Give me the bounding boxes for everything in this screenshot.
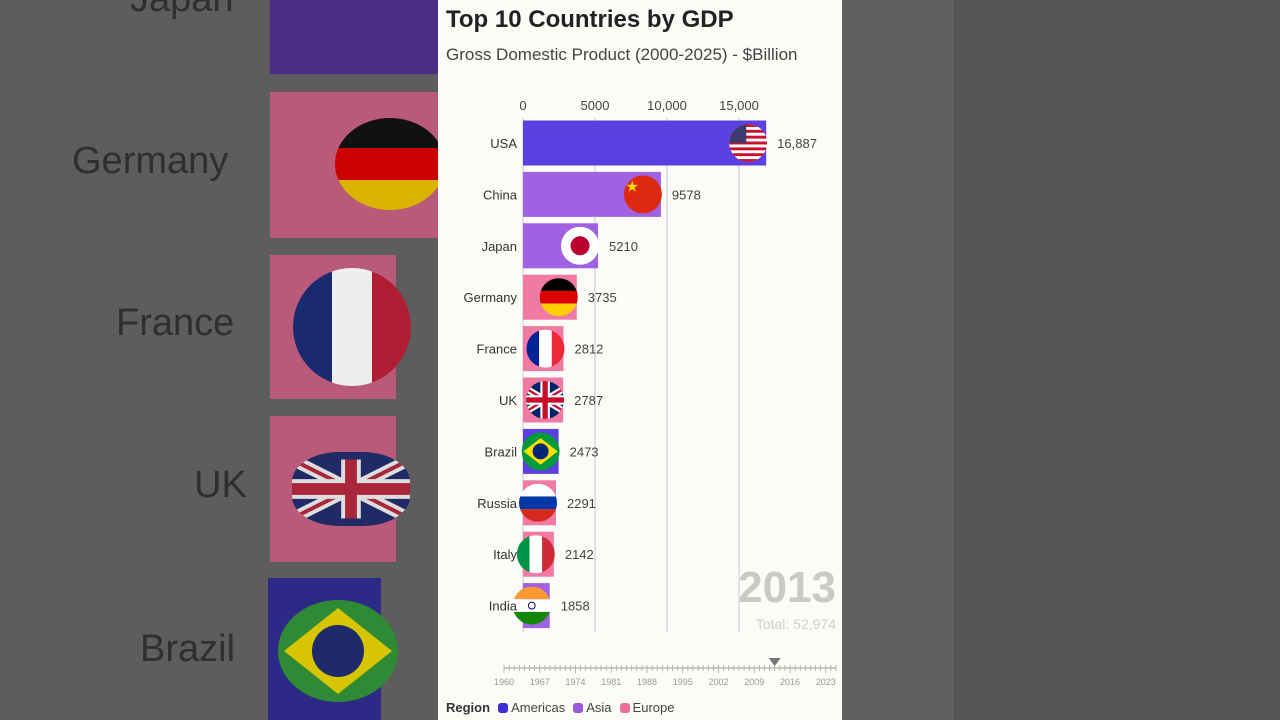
year-label: 2013 (738, 563, 836, 612)
brazil-flag-icon (521, 432, 560, 471)
value-label: 16,887 (777, 136, 817, 151)
timeline-tick-label: 2016 (780, 677, 800, 687)
usa-flag-icon (729, 124, 768, 162)
category-label: USA (490, 136, 517, 151)
value-label: 3735 (588, 290, 617, 305)
svg-text:★: ★ (625, 178, 639, 195)
x-tick-label: 0 (519, 98, 526, 113)
timeline-tick-label: 2009 (744, 677, 764, 687)
ghost-label-japan: Japan (130, 0, 234, 21)
timeline-tick-label: 1967 (530, 677, 550, 687)
ghost-label-brazil: Brazil (140, 628, 236, 670)
legend-item-europe: Europe (619, 700, 674, 715)
bar-row: Russia 2291 (477, 480, 596, 526)
category-label: Germany (464, 290, 518, 305)
legend-item-asia: Asia (573, 700, 612, 715)
legend: Region Americas Asia Europe (446, 700, 678, 715)
category-label: Japan (482, 239, 517, 254)
timeline-tick-label: 1995 (673, 677, 693, 687)
timeline-tick-label: 1981 (601, 677, 621, 687)
bar-row: India 1858 (489, 583, 590, 629)
timeline[interactable]: 1960 1967 1974 1981 1988 1995 2002 2009 2016 2023 (438, 655, 842, 695)
india-flag-icon (512, 586, 551, 625)
ghost-label-germany: Germany (72, 140, 229, 182)
timeline-tick-label: 2002 (709, 677, 729, 687)
japan-flag-icon (561, 226, 600, 265)
timeline-tick-label: 2023 (816, 677, 836, 687)
value-label: 2812 (574, 342, 603, 357)
value-label: 2787 (574, 393, 603, 408)
timeline-tick-label: 1988 (637, 677, 657, 687)
category-label: Italy (493, 547, 517, 562)
ghost-label-france: France (116, 302, 235, 344)
background-left: Japan Germany France UK Brazil (0, 0, 438, 720)
x-tick-label: 5000 (581, 98, 610, 113)
value-label: 9578 (672, 187, 701, 202)
bar-row: France 2812 (477, 326, 603, 372)
germany-flag-icon (539, 278, 578, 317)
background-right (842, 0, 1280, 720)
italy-flag-icon (516, 535, 555, 574)
value-label: 2142 (565, 547, 594, 562)
ghost-france-flag-icon (293, 268, 411, 386)
bar-row: Germany 3735 (464, 274, 617, 320)
russia-flag-icon (518, 483, 557, 522)
value-label: 2473 (570, 444, 599, 459)
timeline-tick-label: 1974 (565, 677, 585, 687)
category-label: Russia (477, 496, 518, 511)
chart-subtitle: Gross Domestic Product (2000-2025) - $Bi… (446, 45, 798, 64)
x-tick-label: 10,000 (647, 98, 687, 113)
ghost-bar-japan (270, 0, 438, 74)
bar-row: ★ China 9578 (483, 171, 701, 217)
bar-row: Japan 5210 (482, 223, 638, 269)
chart-panel: Top 10 Countries by GDP Gross Domestic P… (438, 0, 842, 720)
value-label: 2291 (567, 496, 596, 511)
category-label: Brazil (484, 444, 517, 459)
category-label: UK (499, 393, 517, 408)
france-flag-icon (526, 329, 565, 368)
ghost-uk-flag-icon (292, 452, 410, 526)
ghost-brazil-flag-icon (278, 600, 398, 702)
legend-title: Region (446, 700, 491, 715)
uk-flag-icon (526, 381, 565, 419)
category-label: France (477, 342, 517, 357)
value-label: 5210 (609, 239, 638, 254)
bar-row: Italy 2142 (493, 531, 594, 577)
total-label: Total: 52,974 (756, 616, 836, 632)
chart-title: Top 10 Countries by GDP (446, 6, 734, 33)
china-flag-icon: ★ (623, 175, 662, 214)
timeline-tick-label: 1960 (494, 677, 514, 687)
ghost-germany-flag-icon (335, 118, 438, 210)
category-label: China (483, 187, 518, 202)
value-label: 1858 (561, 599, 590, 614)
bar-row: UK 2787 (499, 377, 603, 423)
ghost-label-uk: UK (194, 464, 247, 506)
bar-row: USA 16,887 (490, 120, 817, 166)
timeline-marker-icon[interactable] (768, 658, 781, 666)
legend-item-americas: Americas (498, 700, 565, 715)
bar (523, 120, 767, 166)
bar-row: Brazil 2473 (484, 428, 599, 474)
bar-chart: 0 5000 10,000 15,000 USA 16,887 ★ China 9578 Jap… (464, 98, 836, 632)
category-label: India (489, 599, 518, 614)
x-tick-label: 15,000 (719, 98, 759, 113)
